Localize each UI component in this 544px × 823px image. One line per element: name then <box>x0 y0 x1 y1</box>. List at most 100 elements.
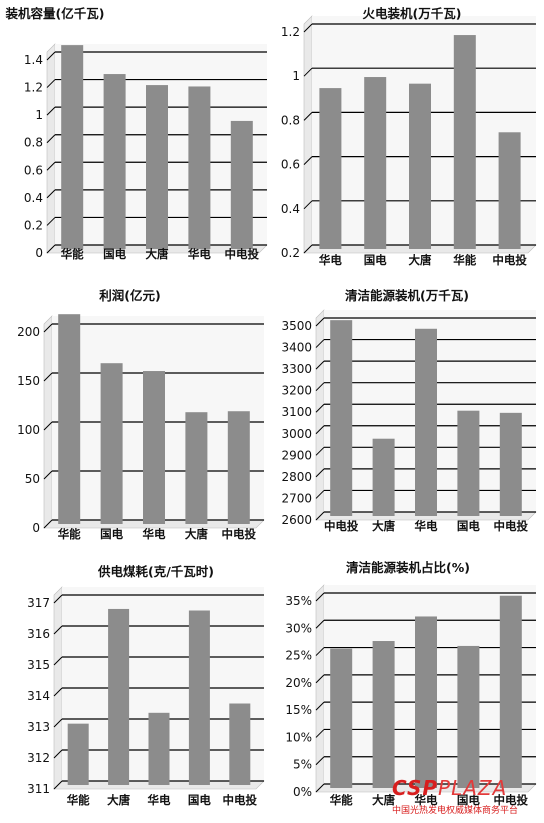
y-tick-label: 3200 <box>281 384 312 398</box>
bar <box>457 645 480 788</box>
gridline-side <box>46 79 56 88</box>
y-tick-label: 2700 <box>281 491 312 505</box>
y-tick-label: 150 <box>17 374 40 388</box>
gridline-side <box>315 425 325 435</box>
gridline-side <box>315 674 325 684</box>
gridline-side <box>303 200 313 210</box>
chart-clean-energy-share: 0% 5% 10% 15% 20% 25% 30% 35% 华能 大唐 华电 国电 中电投 清洁能源装机占… <box>272 554 544 823</box>
category-label: 国电 <box>188 793 211 807</box>
bar <box>372 438 395 516</box>
y-tick-label: 30% <box>285 621 312 635</box>
category-label: 华电 <box>148 793 171 807</box>
y-tick-label: 3100 <box>281 405 312 419</box>
bar <box>67 723 89 785</box>
watermark-subtitle: 中国光热发电权威媒体商务平台 <box>392 806 519 816</box>
y-tick-label: 312 <box>27 751 50 765</box>
watermark-brand-a: CSP <box>392 776 439 800</box>
chart-side-wall <box>43 315 53 529</box>
y-tick-label: 0.2 <box>281 246 300 260</box>
chart-title: 利润(亿元) <box>99 288 160 303</box>
gridline-side <box>315 701 325 711</box>
chart-title: 装机容量(亿千瓦) <box>5 6 105 21</box>
category-label: 国电 <box>100 527 123 541</box>
bar <box>453 35 476 249</box>
y-tick-label: 314 <box>27 689 50 703</box>
watermark-brand-b: PLAZA <box>438 776 508 800</box>
y-tick-label: 1.2 <box>281 25 300 39</box>
gridline-side <box>53 594 63 604</box>
category-label: 大唐 <box>409 253 432 267</box>
gridline-side <box>46 189 56 199</box>
y-tick-label: 0% <box>293 785 312 799</box>
y-tick-label: 2800 <box>281 470 312 484</box>
bar <box>103 74 126 249</box>
bar <box>415 616 437 788</box>
y-tick-label: 1 <box>35 108 43 122</box>
watermark-logo: CSPPLAZA <box>392 776 507 800</box>
y-tick-label: 0.4 <box>24 191 43 205</box>
chart-side-wall <box>53 586 63 790</box>
bar <box>58 314 81 524</box>
y-tick-label: 10% <box>285 730 312 744</box>
category-label: 国电 <box>103 247 126 261</box>
category-label: 大唐 <box>372 519 395 533</box>
category-label: 国电 <box>457 793 480 807</box>
gridline-side <box>46 161 56 171</box>
category-label: 华能 <box>58 527 81 541</box>
category-label: 中电投 <box>494 519 529 533</box>
gridline-side <box>315 360 325 370</box>
y-tick-label: 315 <box>27 658 50 672</box>
category-label: 华电 <box>188 247 211 261</box>
y-tick-label: 317 <box>27 596 50 610</box>
chart-profit: 0 50 100 150 200 华能 国电 华电 大唐 中电投 利润(亿元) <box>0 282 272 554</box>
bar <box>100 363 123 524</box>
bar <box>319 88 342 249</box>
category-label: 国电 <box>457 519 480 533</box>
bar <box>364 77 387 249</box>
y-tick-label: 316 <box>27 627 50 641</box>
bar <box>148 712 170 785</box>
gridline-side <box>43 421 53 431</box>
y-tick-label: 0.6 <box>24 163 43 177</box>
bar <box>499 595 522 788</box>
bar <box>415 328 437 516</box>
chart-clean-energy-capacity: 2600 2700 2800 2900 3000 3100 3200 3300 3400 3500… <box>272 282 544 554</box>
bar <box>146 85 168 249</box>
bar <box>185 412 208 524</box>
gridline-side <box>43 323 53 333</box>
y-tick-label: 50 <box>25 472 40 486</box>
gridline-side <box>43 519 53 529</box>
gridline-side <box>315 468 325 478</box>
gridline-side <box>46 244 56 254</box>
y-tick-label: 3000 <box>281 427 312 441</box>
bar <box>230 120 253 249</box>
category-label: 华能 <box>61 247 84 261</box>
gridline-side <box>46 217 56 226</box>
gridline-side <box>46 134 56 144</box>
bar <box>499 412 522 516</box>
gridline-side <box>315 729 325 738</box>
gridline-side <box>303 23 313 33</box>
gridline-side <box>53 718 63 728</box>
gridline-side <box>46 106 56 116</box>
gridline-side <box>43 372 53 382</box>
chart-thermal-capacity: 0.2 0.4 0.6 0.8 1 1.2 华电 国电 大唐 华能 中电投 火电装机(万千瓦) <box>272 0 544 272</box>
gridline-side <box>315 317 325 327</box>
category-label: 华电 <box>415 519 438 533</box>
gridline-side <box>43 470 53 480</box>
category-label: 中电投 <box>222 527 257 541</box>
gridline-side <box>315 647 325 656</box>
y-tick-label: 1.2 <box>24 81 43 95</box>
chart-installed-capacity: 0 0.2 0.4 0.6 0.8 1 1.2 1.4 华能 国电 大唐 华电 中电投 装机容量(亿千瓦) <box>0 0 272 272</box>
chart-title: 火电装机(万千瓦) <box>363 6 462 21</box>
category-label: 中电投 <box>324 519 359 533</box>
bar <box>229 703 251 785</box>
y-tick-label: 1.4 <box>24 53 43 67</box>
category-label: 大唐 <box>146 247 169 261</box>
chart-svg-4: 311 312 313 314 315 316 317 华能 大唐 华电 国电 中电投 供电煤耗(克/千… <box>27 564 265 807</box>
bar <box>330 320 353 516</box>
category-label: 华能 <box>67 793 90 807</box>
chart-title: 清洁能源装机占比(%) <box>346 560 470 575</box>
bar <box>498 132 521 249</box>
gridline-side <box>315 382 325 392</box>
